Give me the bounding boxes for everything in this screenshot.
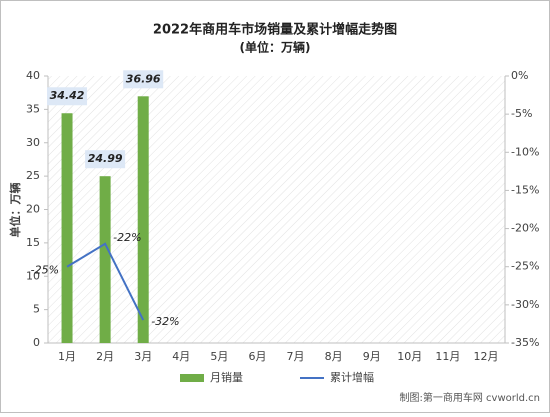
x-tick-label: 8月 <box>325 350 343 363</box>
y2-tick-label: -30% <box>511 298 539 311</box>
chart-subtitle: (单位：万辆) <box>240 40 311 55</box>
y-tick-label: 40 <box>26 69 40 82</box>
x-tick-label: 9月 <box>363 350 381 363</box>
y2-tick-label: -20% <box>511 222 539 235</box>
y-tick-label: 35 <box>26 102 40 115</box>
y-tick-label: 15 <box>26 236 40 249</box>
y-tick-label: 0 <box>33 336 40 349</box>
chart-title: 2022年商用车市场销量及累计增幅走势图 <box>153 22 397 38</box>
y2-tick-label: 0% <box>511 69 528 82</box>
data-label: 34.42 <box>50 89 85 102</box>
y2-tick-label: -25% <box>511 260 539 273</box>
data-label: 36.96 <box>126 72 161 85</box>
x-tick-label: 11月 <box>435 350 460 363</box>
y2-tick-label: -10% <box>511 145 539 158</box>
data-label: 24.99 <box>88 152 123 165</box>
bar <box>61 113 73 344</box>
y-tick-label: 30 <box>26 136 40 149</box>
x-tick-label: 12月 <box>473 350 498 363</box>
x-tick-label: 3月 <box>134 350 152 363</box>
data-label-box <box>47 87 88 106</box>
x-tick-label: 4月 <box>172 350 190 363</box>
y-tick-label: 25 <box>26 169 40 182</box>
line <box>66 242 145 321</box>
data-label-box <box>123 70 164 89</box>
x-tick-label: 7月 <box>287 350 305 363</box>
y2-tick-label: -5% <box>511 107 532 120</box>
y-tick-label: 5 <box>33 303 40 316</box>
y2-tick-label: -15% <box>511 183 539 196</box>
data-label-box <box>85 150 126 169</box>
x-tick-label: 2月 <box>96 350 114 363</box>
y-tick-label: 10 <box>26 269 40 282</box>
y-axis-label: 单位：万辆 <box>8 183 22 238</box>
legend-label: 月销量 <box>210 370 243 384</box>
bar <box>99 176 111 343</box>
x-tick-label: 10月 <box>397 350 422 363</box>
line-label: -25% <box>31 264 59 277</box>
x-tick-label: 6月 <box>248 350 266 363</box>
plot-area <box>48 76 505 343</box>
x-tick-label: 5月 <box>210 350 228 363</box>
y-tick-label: 20 <box>26 203 40 216</box>
bar <box>137 96 149 344</box>
legend-swatch <box>180 374 204 382</box>
line-label: -32% <box>151 315 179 328</box>
legend-label: 累计增幅 <box>330 370 374 384</box>
line-label: -22% <box>113 231 141 244</box>
source-note: 制图:第一商用车网 cvworld.cn <box>399 391 540 404</box>
y2-tick-label: -35% <box>511 336 539 349</box>
x-tick-label: 1月 <box>58 350 76 363</box>
